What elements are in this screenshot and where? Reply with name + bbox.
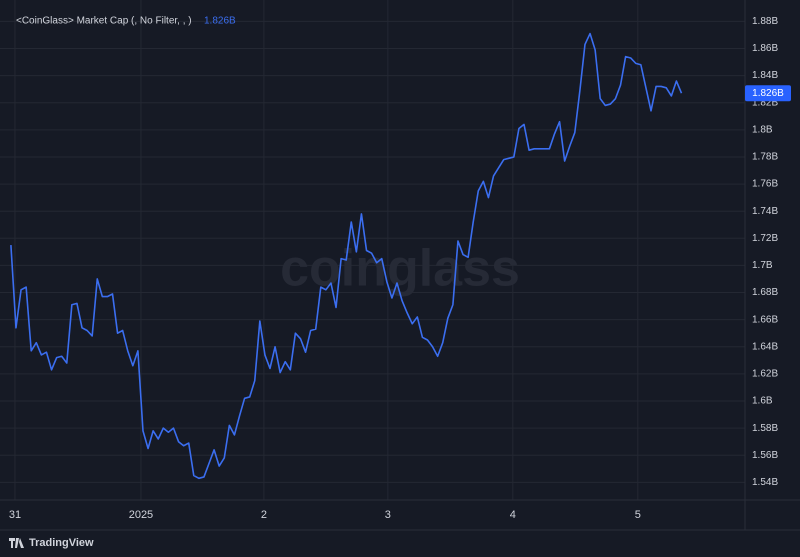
tradingview-logo <box>9 538 24 548</box>
y-tick-label: 1.66B <box>752 314 778 325</box>
y-tick-label: 1.86B <box>752 43 778 54</box>
y-tick-label: 1.58B <box>752 423 778 434</box>
brand: TradingView <box>29 537 94 549</box>
x-tick-label: 4 <box>510 509 516 521</box>
y-tick-label: 1.68B <box>752 287 778 298</box>
y-tick-label: 1.62B <box>752 369 778 380</box>
y-tick-label: 1.82B <box>752 97 778 108</box>
plot <box>10 32 683 480</box>
y-tick-label: 1.74B <box>752 206 778 217</box>
y-tick-label: 1.6B <box>752 396 773 407</box>
watermark: coinglass <box>280 240 520 298</box>
y-tick-label: 1.64B <box>752 341 778 352</box>
y-tick-label: 1.78B <box>752 152 778 163</box>
y-tick-label: 1.7B <box>752 260 773 271</box>
legend-value: 1.826B <box>204 16 236 27</box>
grid <box>0 0 745 500</box>
x-tick-label: 2 <box>261 509 267 521</box>
y-tick-label: 1.72B <box>752 233 778 244</box>
last-value-badge <box>745 85 791 102</box>
x-tick-label: 3 <box>385 509 391 521</box>
last-value-label: 1.826B <box>752 88 784 99</box>
line <box>10 32 683 480</box>
y-tick-label: 1.88B <box>752 16 778 27</box>
y-tick-label: 1.84B <box>752 70 778 81</box>
y-tick-label: 1.8B <box>752 124 773 135</box>
y-tick-label: 1.76B <box>752 179 778 190</box>
x-tick-label: 2025 <box>129 509 153 521</box>
legend-title: <CoinGlass> Market Cap (, No Filter, , ) <box>16 16 192 27</box>
y-tick-label: 1.54B <box>752 477 778 488</box>
y-tick-label: 1.56B <box>752 450 778 461</box>
x-tick-label: 31 <box>9 509 21 521</box>
x-tick-label: 5 <box>635 509 641 521</box>
